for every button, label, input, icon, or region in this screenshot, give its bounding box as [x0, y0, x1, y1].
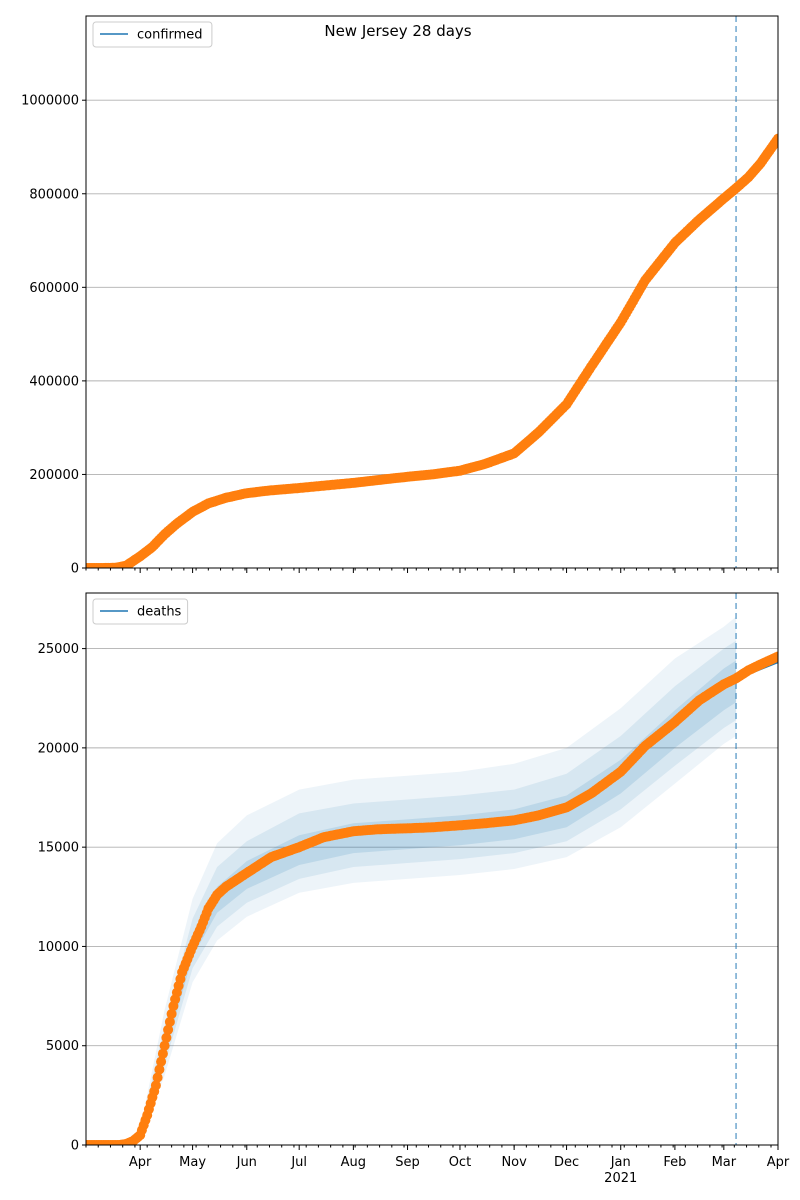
figure-title: New Jersey 28 days: [324, 22, 471, 40]
deaths-xtick-label: Nov: [501, 1155, 527, 1170]
deaths-ytick-label: 25000: [38, 642, 79, 657]
deaths-point: [156, 1056, 167, 1067]
confirmed-ytick-label: 0: [71, 562, 79, 577]
deaths-legend-box: [92, 598, 189, 625]
deaths-point: [163, 1024, 174, 1035]
deaths-ytick-label: 0: [71, 1139, 79, 1154]
deaths-point: [150, 1080, 161, 1091]
confirmed-legend: confirmed: [92, 21, 213, 48]
confirmed-point: [773, 133, 778, 144]
deaths-point: [159, 1040, 170, 1051]
confirmed-ytick-label: 600000: [29, 281, 79, 296]
deaths-xtick-label: Jun: [236, 1155, 257, 1170]
deaths-xtick-label: Mar: [712, 1155, 737, 1170]
deaths-ytick-label: 20000: [38, 741, 79, 756]
deaths-legend: deaths: [92, 598, 189, 625]
deaths-ytick-label: 5000: [46, 1039, 79, 1054]
deaths-ytick-label: 15000: [38, 841, 79, 856]
deaths-xtick-label: May: [179, 1155, 206, 1170]
deaths-xtick-label: Apr: [767, 1155, 790, 1170]
deaths-legend-label: deaths: [137, 605, 182, 620]
deaths-xtick-label: Oct: [449, 1155, 471, 1170]
deaths-ytick-label: 10000: [38, 940, 79, 955]
deaths-point: [154, 1064, 165, 1075]
deaths-xtick-label: Apr: [129, 1155, 152, 1170]
deaths-point: [773, 651, 778, 662]
deaths-point: [166, 1008, 177, 1019]
confirmed-ytick-label: 400000: [29, 374, 79, 389]
deaths-point: [152, 1072, 163, 1083]
deaths-panel: 0 5000 10000 15000 20000 25000 Apr May Jun Jul Aug…: [38, 592, 790, 1186]
confirmed-ytick-label: 800000: [29, 187, 79, 202]
deaths-point: [161, 1032, 172, 1043]
confirmed-panel: 0 200000 400000 600000 800000 1000000 confirme…: [21, 15, 779, 577]
confirmed-plot-area: [86, 16, 778, 568]
confirmed-observed-points: [86, 133, 778, 568]
confirmed-axes-frame: [85, 15, 779, 569]
deaths-xtick-label: Aug: [341, 1155, 366, 1170]
deaths-xtick-label: Jan: [610, 1155, 631, 1170]
deaths-axes-frame: [85, 592, 779, 1146]
deaths-point: [164, 1016, 175, 1027]
confirmed-ytick-label: 1000000: [21, 94, 79, 109]
deaths-xtick-label: Sep: [395, 1155, 420, 1170]
deaths-band-outer: [86, 616, 737, 1145]
deaths-xtick-label: Feb: [663, 1155, 686, 1170]
deaths-xtick-year-label: 2021: [604, 1171, 637, 1186]
confirmed-legend-label: confirmed: [137, 28, 203, 43]
deaths-plot-area: [86, 593, 778, 1145]
confirmed-legend-box: [92, 21, 213, 48]
deaths-xtick-label: Dec: [554, 1155, 579, 1170]
confirmed-ytick-label: 200000: [29, 468, 79, 483]
deaths-xtick-label: Jul: [290, 1155, 307, 1170]
deaths-observed-points: [86, 651, 778, 1145]
deaths-point: [157, 1048, 168, 1059]
